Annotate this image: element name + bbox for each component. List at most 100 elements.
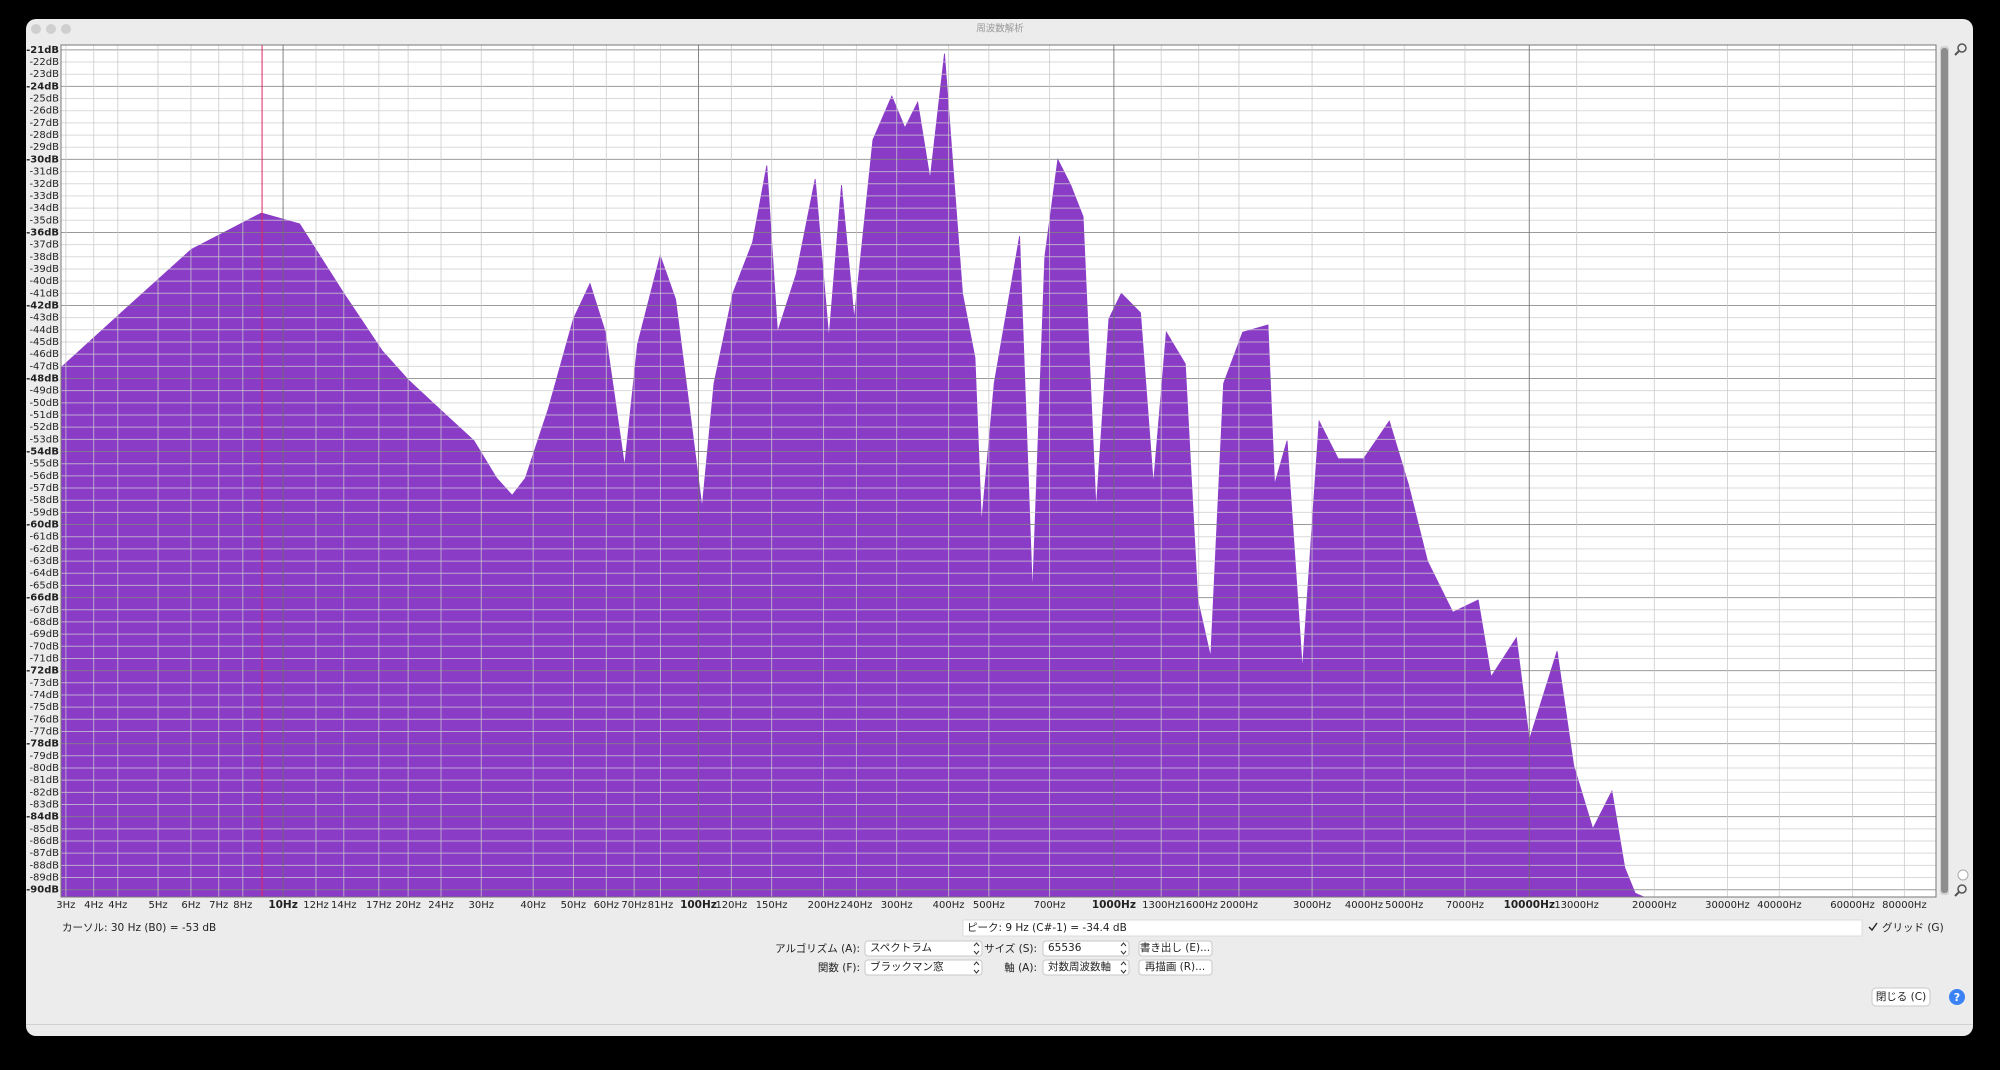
x-tick-label: 100Hz [680,899,717,911]
size-value[interactable]: 65536 [1048,942,1082,954]
scroll-thumb[interactable] [1941,48,1948,893]
y-tick-label: -68dB [29,617,59,628]
y-tick-label: -21dB [26,45,59,56]
y-tick-label: -74dB [29,690,59,701]
x-tick-label: 150Hz [756,900,788,911]
y-tick-label: -47dB [29,361,59,372]
x-tick-label: 240Hz [840,900,872,911]
y-tick-label: -31dB [29,167,59,178]
x-tick-label: 81Hz [648,900,674,911]
peak-field [962,919,1863,937]
x-tick-label: 40000Hz [1757,900,1802,911]
dropdown-chevron [1120,942,1127,955]
export-button-label[interactable]: 書き出し (E)... [1140,941,1210,954]
y-tick-label: -44dB [29,325,59,336]
close-button-label[interactable]: 閉じる (C) [1876,991,1926,1003]
y-tick-label: -28dB [29,130,59,141]
y-tick-label: -60dB [26,520,59,531]
y-tick-label: -22dB [29,57,59,68]
zoom-in-icon[interactable] [1954,43,1967,56]
dropdown-chevron [973,942,980,955]
x-tick-label: 7000Hz [1446,900,1484,911]
x-tick-label: 3000Hz [1293,900,1331,911]
y-tick-label: -66dB [26,593,59,604]
y-tick-label: -33dB [29,191,59,202]
y-tick-label: -71dB [29,653,59,664]
y-tick-label: -25dB [29,94,59,105]
y-tick-label: -26dB [29,106,59,117]
axis-value[interactable]: 対数周波数軸 [1048,960,1111,973]
window-title: 周波数解析 [976,23,1024,35]
x-tick-label: 12Hz [303,900,329,911]
y-tick-label: -56dB [29,471,59,482]
plot-frame [60,44,1937,898]
x-tick-label: 40Hz [520,900,546,911]
y-tick-label: -72dB [26,666,59,677]
function-value[interactable]: ブラックマン窓 [870,960,944,973]
x-tick-label: 80000Hz [1882,900,1927,911]
y-tick-label: -61dB [29,532,59,543]
help-button-label[interactable]: ? [1954,991,1960,1004]
close-light[interactable] [31,24,41,34]
x-tick-label: 20000Hz [1632,900,1677,911]
y-tick-label: -82dB [29,787,59,798]
y-tick-label: -84dB [26,812,59,823]
minimize-light[interactable] [46,24,56,34]
function-label: 関数 (F): [818,961,860,974]
zoom-out-icon[interactable] [1954,884,1967,897]
y-tick-label: -70dB [29,641,59,652]
export-button[interactable] [1138,940,1213,957]
y-tick-label: -63dB [29,556,59,567]
size-label: サイズ (S): [984,942,1037,955]
x-tick-label: 20Hz [395,900,421,911]
x-tick-label: 2000Hz [1220,900,1258,911]
y-tick-label: -55dB [29,459,59,470]
grid-checkbox-label[interactable]: グリッド (G) [1882,921,1944,934]
x-tick-label: 30000Hz [1705,900,1750,911]
y-tick-label: -50dB [29,398,59,409]
y-tick-label: -86dB [29,836,59,847]
y-tick-label: -49dB [29,386,59,397]
zoom-light[interactable] [61,24,71,34]
x-tick-label: 8Hz [233,900,252,911]
x-tick-label: 5Hz [148,900,167,911]
y-tick-label: -32dB [29,179,59,190]
y-tick-label: -39dB [29,264,59,275]
y-tick-label: -36dB [26,227,59,238]
algorithm-dropdown[interactable] [864,940,983,957]
algorithm-value[interactable]: スペクトラム [870,942,932,954]
axis-dropdown[interactable] [1042,959,1130,976]
axis-label: 軸 (A): [1004,961,1037,974]
x-tick-label: 17Hz [366,900,392,911]
y-tick-label: -78dB [26,739,59,750]
y-tick-label: -81dB [29,775,59,786]
close-button[interactable] [1871,987,1931,1007]
x-tick-label: 7Hz [209,900,228,911]
x-tick-label: 200Hz [808,900,840,911]
y-tick-label: -67dB [29,605,59,616]
y-tick-label: -45dB [29,337,59,348]
bottom-edge [26,1024,1973,1025]
help-button[interactable] [1949,989,1965,1005]
replot-button[interactable] [1138,959,1213,976]
y-tick-label: -83dB [29,799,59,810]
x-tick-label: 4000Hz [1345,900,1383,911]
x-tick-label: 1300Hz [1142,900,1180,911]
dropdown-chevron [1120,961,1127,974]
x-tick-label: 14Hz [331,900,357,911]
x-tick-label: 60000Hz [1830,900,1875,911]
y-tick-label: -46dB [29,349,59,360]
x-tick-label: 70Hz [621,900,647,911]
y-tick-label: -77dB [29,726,59,737]
y-tick-label: -38dB [29,252,59,263]
size-dropdown[interactable] [1042,940,1130,957]
x-tick-label: 10Hz [268,899,298,911]
grid-checkbox[interactable] [1868,922,1878,932]
y-tick-label: -52dB [29,422,59,433]
x-tick-label: 1000Hz [1092,899,1136,911]
replot-button-label[interactable]: 再描画 (R)... [1145,960,1205,973]
zoom-slider-knob[interactable] [1957,869,1969,881]
function-dropdown[interactable] [864,959,983,976]
